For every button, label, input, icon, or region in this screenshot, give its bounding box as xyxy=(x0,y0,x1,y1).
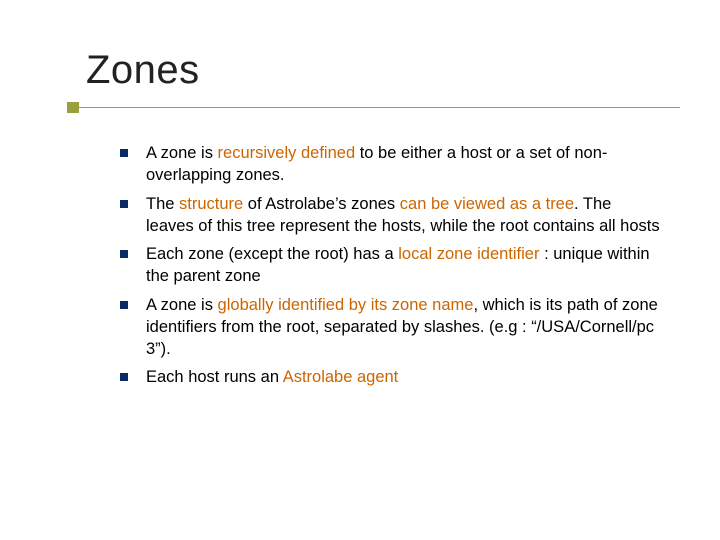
bullet-highlight: recursively defined xyxy=(218,144,356,162)
bullet-text-part: of Astrolabe’s zones xyxy=(243,195,400,213)
bullet-text: The structure of Astrolabe’s zones can b… xyxy=(146,193,660,238)
bullet-text-part: The xyxy=(146,195,179,213)
slide: { "title": "Zones", "colors": { "accent_… xyxy=(0,0,720,540)
bullet-square-icon xyxy=(120,373,128,381)
bullet-highlight: local zone identifier xyxy=(398,245,539,263)
bullet-list: A zone is recursively defined to be eith… xyxy=(120,142,660,395)
list-item: A zone is recursively defined to be eith… xyxy=(120,142,660,187)
bullet-text: Each zone (except the root) has a local … xyxy=(146,243,660,288)
title-accent-square xyxy=(67,102,79,113)
bullet-square-icon xyxy=(120,250,128,258)
bullet-highlight: structure xyxy=(179,195,243,213)
title-area: Zones xyxy=(86,48,680,99)
bullet-text: A zone is globally identified by its zon… xyxy=(146,294,660,361)
bullet-highlight: globally identified by its zone name xyxy=(218,296,474,314)
bullet-highlight: Astrolabe agent xyxy=(283,368,399,386)
bullet-text: A zone is recursively defined to be eith… xyxy=(146,142,660,187)
bullet-text: Each host runs an Astrolabe agent xyxy=(146,366,660,388)
page-title: Zones xyxy=(86,48,680,93)
bullet-square-icon xyxy=(120,149,128,157)
list-item: The structure of Astrolabe’s zones can b… xyxy=(120,193,660,238)
list-item: A zone is globally identified by its zon… xyxy=(120,294,660,361)
bullet-square-icon xyxy=(120,200,128,208)
bullet-text-part: A zone is xyxy=(146,144,218,162)
bullet-text-part: Each zone (except the root) has a xyxy=(146,245,398,263)
bullet-text-part: Each host runs an xyxy=(146,368,283,386)
title-underline xyxy=(79,107,680,108)
list-item: Each zone (except the root) has a local … xyxy=(120,243,660,288)
bullet-highlight: can be viewed as a tree xyxy=(400,195,574,213)
list-item: Each host runs an Astrolabe agent xyxy=(120,366,660,388)
bullet-square-icon xyxy=(120,301,128,309)
bullet-text-part: A zone is xyxy=(146,296,218,314)
